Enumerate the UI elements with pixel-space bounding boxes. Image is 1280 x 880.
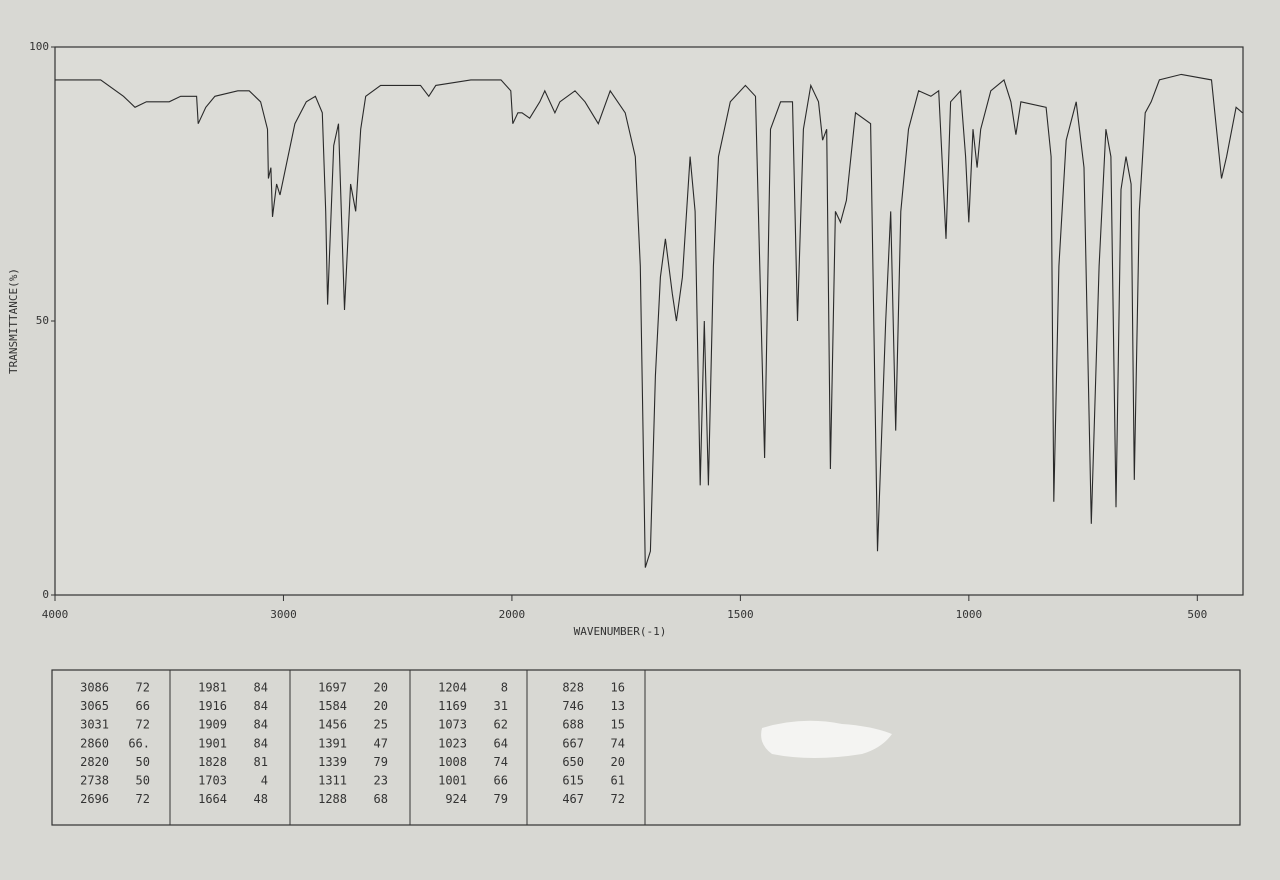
peak-transmittance: 72 xyxy=(136,718,150,732)
peak-wavenumber: 2696 xyxy=(80,792,109,806)
peak-wavenumber: 1703 xyxy=(198,774,227,788)
peak-wavenumber: 1456 xyxy=(318,718,347,732)
peak-table-frame xyxy=(51,669,1241,826)
peak-transmittance: 84 xyxy=(254,718,268,732)
peak-transmittance: 16 xyxy=(611,681,625,695)
peak-transmittance: 72 xyxy=(611,792,625,806)
x-tick-label: 2000 xyxy=(499,608,526,621)
peak-transmittance: 66 xyxy=(136,699,150,713)
x-tick-label: 3000 xyxy=(270,608,297,621)
peak-transmittance: 64 xyxy=(494,736,508,750)
peak-transmittance: 47 xyxy=(374,736,388,750)
peak-wavenumber: 1339 xyxy=(318,755,347,769)
peak-wavenumber: 1584 xyxy=(318,699,347,713)
x-tick-label: 500 xyxy=(1187,608,1207,621)
peak-transmittance: 62 xyxy=(494,718,508,732)
peak-transmittance: 84 xyxy=(254,736,268,750)
peak-transmittance: 84 xyxy=(254,681,268,695)
peak-transmittance: 68 xyxy=(374,792,388,806)
peak-transmittance: 25 xyxy=(374,718,388,732)
peak-transmittance: 20 xyxy=(611,755,625,769)
peak-wavenumber: 924 xyxy=(445,792,467,806)
peak-wavenumber: 1023 xyxy=(438,736,467,750)
peak-wavenumber: 1901 xyxy=(198,736,227,750)
peak-transmittance: 72 xyxy=(136,792,150,806)
peak-transmittance: 20 xyxy=(374,681,388,695)
peak-wavenumber: 688 xyxy=(562,718,584,732)
peak-wavenumber: 1828 xyxy=(198,755,227,769)
peak-transmittance: 15 xyxy=(611,718,625,732)
peak-transmittance: 72 xyxy=(136,681,150,695)
peak-wavenumber: 1981 xyxy=(198,681,227,695)
peak-wavenumber: 746 xyxy=(562,699,584,713)
peak-wavenumber: 2738 xyxy=(80,774,109,788)
peak-transmittance: 4 xyxy=(261,774,268,788)
peak-wavenumber: 828 xyxy=(562,681,584,695)
peak-wavenumber: 1073 xyxy=(438,718,467,732)
peak-transmittance: 20 xyxy=(374,699,388,713)
peak-wavenumber: 1001 xyxy=(438,774,467,788)
peak-wavenumber: 467 xyxy=(562,792,584,806)
peak-wavenumber: 1909 xyxy=(198,718,227,732)
peak-wavenumber: 1204 xyxy=(438,681,467,695)
redaction xyxy=(761,720,892,758)
peak-transmittance: 66. xyxy=(128,736,150,750)
y-axis-label: TRANSMITTANCE(%) xyxy=(7,268,20,374)
peak-transmittance: 13 xyxy=(611,699,625,713)
peak-transmittance: 74 xyxy=(494,755,508,769)
peak-transmittance: 8 xyxy=(501,681,508,695)
x-tick-label: 1000 xyxy=(956,608,983,621)
y-tick-label: 50 xyxy=(36,314,49,327)
x-tick-label: 1500 xyxy=(727,608,754,621)
peak-transmittance: 79 xyxy=(494,792,508,806)
peak-transmittance: 79 xyxy=(374,755,388,769)
peak-transmittance: 61 xyxy=(611,774,625,788)
peak-wavenumber: 1916 xyxy=(198,699,227,713)
peak-wavenumber: 1008 xyxy=(438,755,467,769)
peak-wavenumber: 1391 xyxy=(318,736,347,750)
peak-wavenumber: 1311 xyxy=(318,774,347,788)
peak-transmittance: 31 xyxy=(494,699,508,713)
peak-wavenumber: 1169 xyxy=(438,699,467,713)
peak-wavenumber: 615 xyxy=(562,774,584,788)
peak-transmittance: 48 xyxy=(254,792,268,806)
x-axis-label: WAVENUMBER(-1) xyxy=(574,625,667,638)
plot-frame xyxy=(54,46,1244,596)
peak-transmittance: 23 xyxy=(374,774,388,788)
peak-transmittance: 66 xyxy=(494,774,508,788)
peak-transmittance: 50 xyxy=(136,774,150,788)
peak-wavenumber: 3031 xyxy=(80,718,109,732)
peak-wavenumber: 650 xyxy=(562,755,584,769)
peak-transmittance: 74 xyxy=(611,736,625,750)
peak-transmittance: 50 xyxy=(136,755,150,769)
peak-wavenumber: 1697 xyxy=(318,681,347,695)
x-tick-label: 4000 xyxy=(42,608,69,621)
y-tick-label: 100 xyxy=(29,40,49,53)
peak-wavenumber: 1664 xyxy=(198,792,227,806)
peak-transmittance: 81 xyxy=(254,755,268,769)
peak-wavenumber: 667 xyxy=(562,736,584,750)
peak-wavenumber: 3065 xyxy=(80,699,109,713)
peak-wavenumber: 2860 xyxy=(80,736,109,750)
peak-transmittance: 84 xyxy=(254,699,268,713)
spectrum-line xyxy=(55,73,1243,568)
y-tick-label: 0 xyxy=(42,588,49,601)
peak-wavenumber: 1288 xyxy=(318,792,347,806)
peak-wavenumber: 3086 xyxy=(80,681,109,695)
peak-wavenumber: 2820 xyxy=(80,755,109,769)
